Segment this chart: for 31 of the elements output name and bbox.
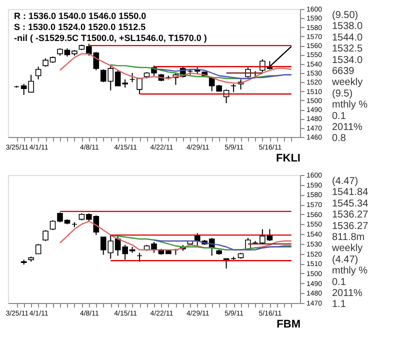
text: 0.8 xyxy=(332,133,346,144)
text: weekly xyxy=(331,243,363,254)
text: 1534.0 xyxy=(332,54,364,66)
text: R : 1536.0 1540.0 1546.0 1550.0 S : 1530.0 1524.0 1520.0 1512.5 -nil ( -S1529.5C T1500.0, +SL1546.0, T1570.0 ) xyxy=(14,11,207,43)
text: (9.5) xyxy=(332,88,353,100)
candlestick xyxy=(230,83,236,93)
text: 0.1 xyxy=(332,110,346,122)
candlestick xyxy=(35,243,42,254)
text: (9.50) xyxy=(332,10,358,21)
text: (4.47) xyxy=(332,254,358,266)
text: 811.8m xyxy=(332,232,365,243)
text: weekly xyxy=(331,77,363,88)
text: 2011% xyxy=(332,122,363,133)
text: 1532.5 xyxy=(332,44,364,55)
text: 2011% xyxy=(332,288,363,299)
candlestick xyxy=(35,66,42,80)
text: 6639 xyxy=(332,66,355,77)
text: mthly % xyxy=(332,100,368,111)
candlestick xyxy=(42,230,48,242)
text: 0.1 xyxy=(332,276,346,288)
text: 1541.84 xyxy=(332,187,369,198)
text: 1536.27 xyxy=(332,220,369,232)
text: (4.47) xyxy=(332,176,358,187)
text: mthly % xyxy=(332,266,368,277)
text: 1544.0 xyxy=(332,32,364,44)
text: 1545.34 xyxy=(332,198,369,210)
x-axis-title: FBM xyxy=(276,318,300,330)
text: 1538.0 xyxy=(332,21,364,32)
text: 1536.27 xyxy=(332,210,369,221)
text: 1.1 xyxy=(332,299,346,310)
x-axis-title: FKLI xyxy=(276,152,300,164)
